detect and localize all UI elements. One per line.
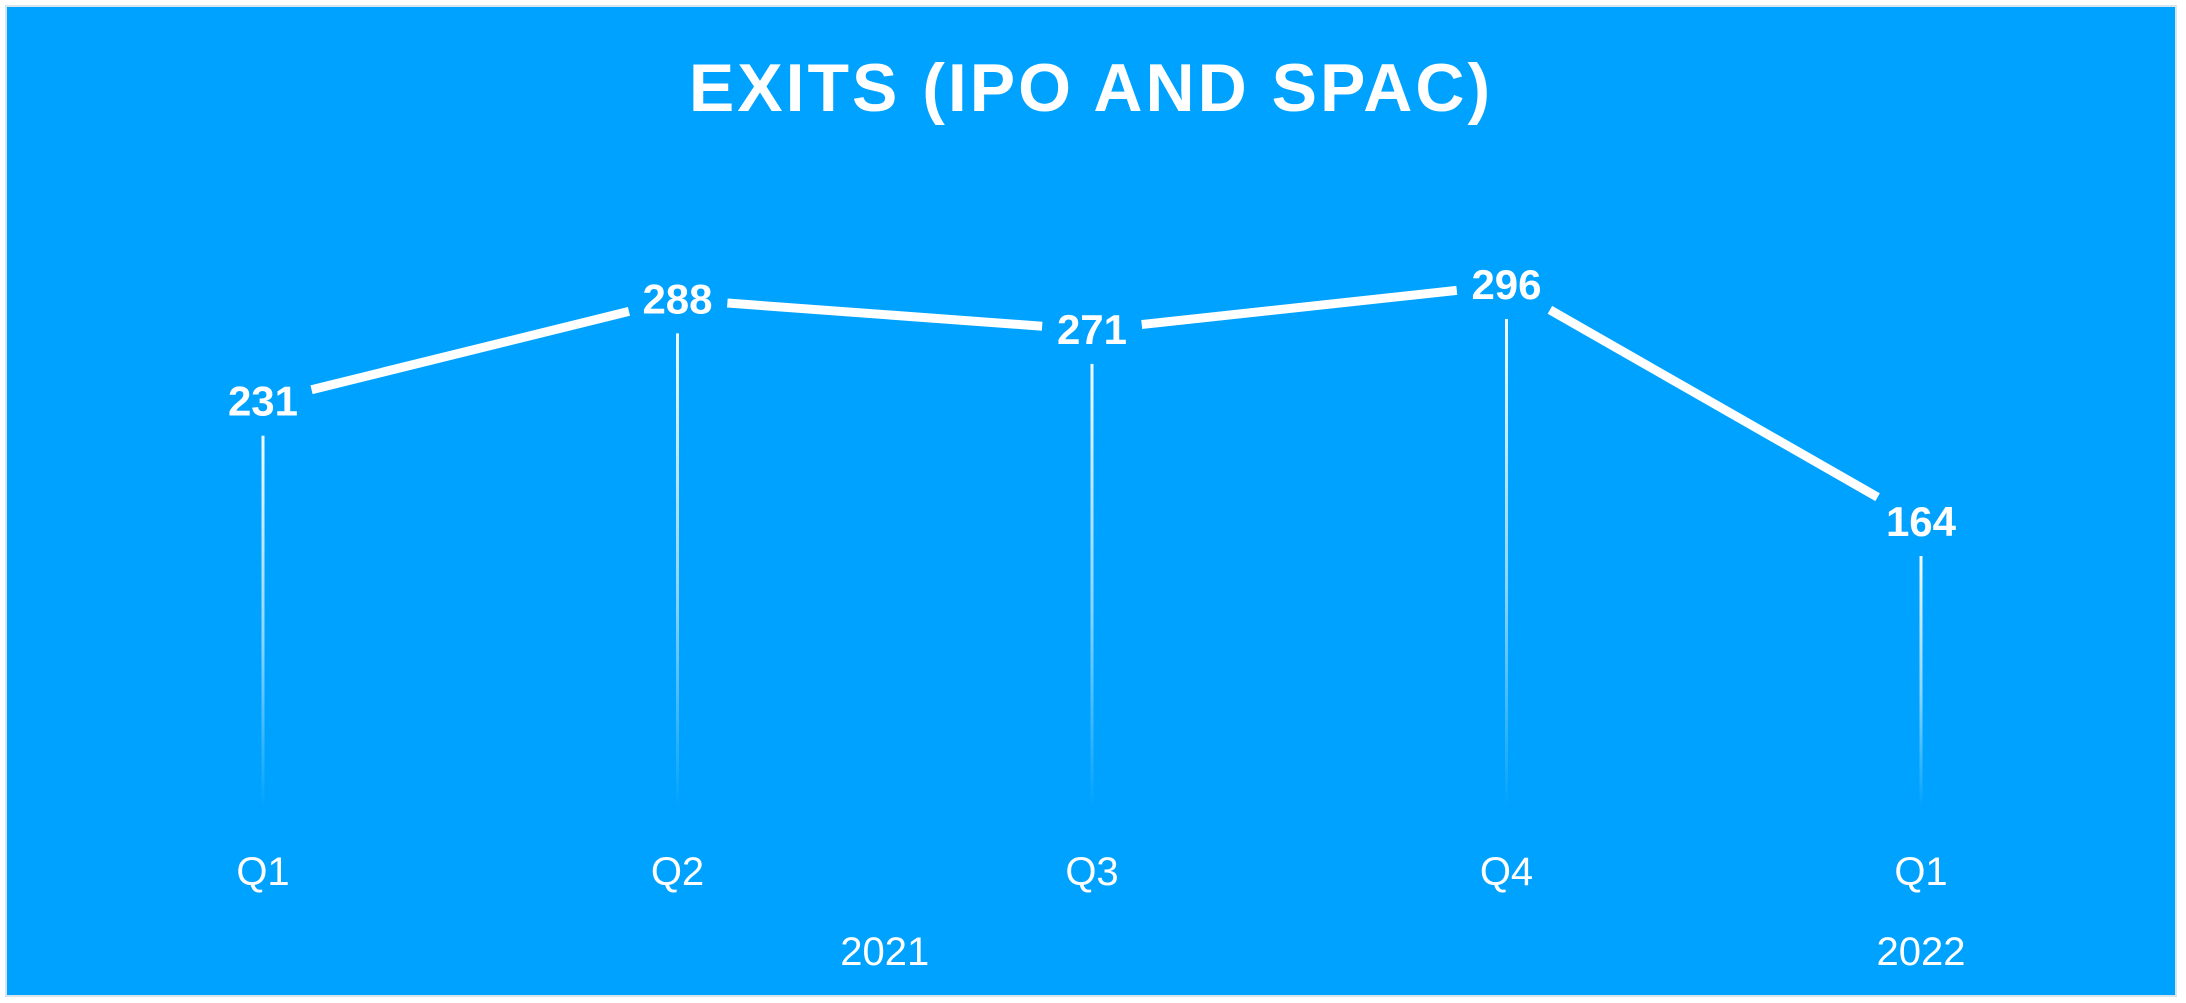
data-label-3: 271 <box>1057 306 1127 353</box>
x-tick-label-4: Q4 <box>1480 850 1533 894</box>
line-segment-2 <box>727 298 1043 331</box>
x-group-label-2: 2022 <box>1877 930 1966 974</box>
line-segment-3 <box>1141 285 1458 329</box>
line-segment-4 <box>1547 305 1880 502</box>
data-labels: 231 288 271 296 164 <box>228 261 1957 545</box>
drop-line-4 <box>1505 319 1508 807</box>
chart-frame: EXITS (IPO AND SPAC) 231 288 271 296 164 Q1 Q… <box>5 5 2177 997</box>
line-chart: 231 288 271 296 164 Q1 Q2 Q3 Q4 Q1 2021 2022 <box>228 261 1966 974</box>
drop-lines <box>261 319 1923 807</box>
x-group-label-1: 2021 <box>840 930 929 974</box>
drop-line-5 <box>1919 556 1923 807</box>
series-line <box>310 285 1880 502</box>
x-tick-label-3: Q3 <box>1065 850 1118 894</box>
x-axis-ticks: Q1 Q2 Q3 Q4 Q1 <box>236 850 1947 894</box>
x-axis-groups: 2021 2022 <box>840 930 1965 974</box>
x-tick-label-2: Q2 <box>651 850 704 894</box>
drop-line-1 <box>261 435 265 807</box>
line-segment-1 <box>310 306 631 395</box>
drop-line-3 <box>1090 363 1094 807</box>
data-label-2: 288 <box>642 275 712 322</box>
chart-title: EXITS (IPO AND SPAC) <box>688 50 1494 126</box>
x-tick-label-1: Q1 <box>236 850 289 894</box>
x-tick-label-5: Q1 <box>1894 850 1947 894</box>
data-label-4: 296 <box>1471 261 1541 308</box>
data-label-5: 164 <box>1886 498 1957 545</box>
drop-line-2 <box>676 333 679 807</box>
data-label-1: 231 <box>228 378 298 425</box>
